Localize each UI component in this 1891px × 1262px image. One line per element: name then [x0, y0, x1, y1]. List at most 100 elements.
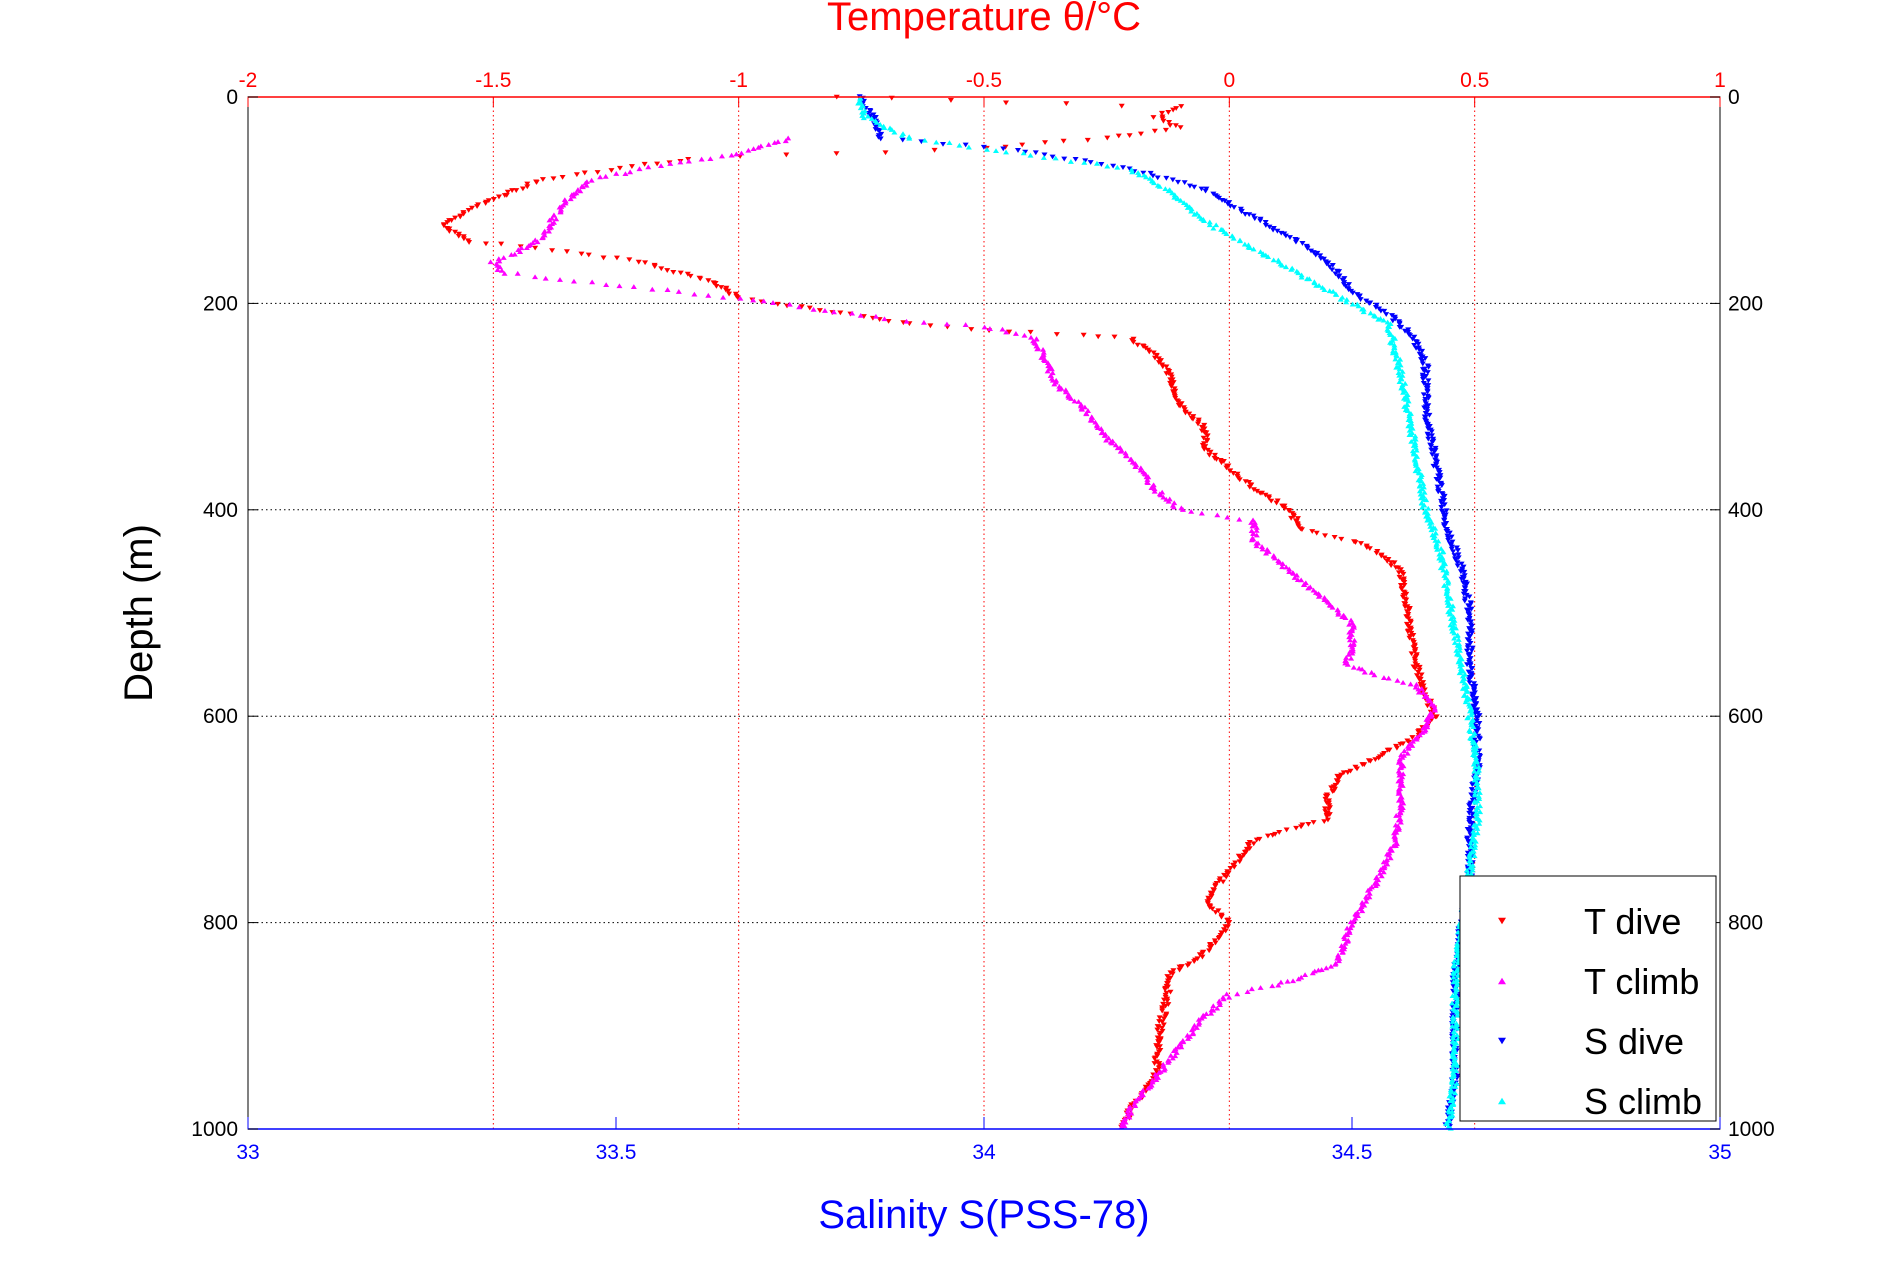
- data-point: [1349, 290, 1356, 296]
- data-point: [1230, 235, 1237, 241]
- data-point: [903, 318, 910, 324]
- data-point: [1450, 1032, 1457, 1038]
- data-point: [1455, 637, 1462, 642]
- data-point: [1380, 675, 1387, 680]
- data-point: [577, 188, 584, 194]
- data-point: [1360, 306, 1367, 312]
- data-point: [1419, 361, 1426, 367]
- data-point: [1412, 684, 1419, 690]
- data-point: [1409, 735, 1416, 740]
- data-point: [1428, 447, 1435, 453]
- data-point: [1339, 614, 1346, 620]
- data-point: [1329, 604, 1336, 610]
- data-point: [1464, 715, 1471, 721]
- data-point: [1222, 928, 1229, 934]
- data-point: [1335, 958, 1342, 964]
- data-point: [1397, 776, 1404, 781]
- data-point: [1425, 378, 1432, 384]
- data-point: [962, 142, 969, 148]
- data-point: [1115, 133, 1122, 139]
- data-point: [1435, 489, 1442, 495]
- data-point: [1329, 263, 1336, 268]
- data-point: [1450, 979, 1457, 985]
- data-point: [1191, 1022, 1198, 1028]
- data-point: [1176, 967, 1183, 973]
- data-point: [1446, 1093, 1453, 1099]
- data-point: [1462, 586, 1469, 592]
- data-point: [570, 278, 577, 284]
- data-point: [1155, 1070, 1162, 1075]
- data-point: [1408, 651, 1415, 657]
- legend-box: [1459, 875, 1717, 1122]
- data-point: [1469, 645, 1476, 651]
- data-point: [1098, 426, 1105, 431]
- data-point: [1122, 1119, 1129, 1125]
- data-point: [557, 209, 564, 215]
- data-point: [658, 163, 665, 169]
- data-point: [1409, 336, 1416, 342]
- data-point: [1404, 402, 1411, 407]
- data-point: [1171, 192, 1178, 198]
- data-point: [1331, 534, 1338, 540]
- data-point: [1062, 389, 1069, 395]
- data-point: [864, 113, 871, 119]
- data-point: [1396, 574, 1403, 580]
- data-point: [726, 291, 733, 297]
- data-point: [1419, 358, 1426, 364]
- data-point: [651, 264, 658, 270]
- data-point: [999, 326, 1006, 332]
- data-point: [1172, 123, 1179, 129]
- data-point: [940, 141, 947, 147]
- x-axis-label: Salinity S(PSS-78): [818, 1193, 1149, 1237]
- data-point: [1315, 967, 1322, 973]
- data-point: [496, 258, 503, 264]
- data-point: [1253, 527, 1260, 533]
- legend-label: S climb: [1584, 1081, 1702, 1122]
- data-point: [1038, 355, 1045, 360]
- data-point: [1454, 948, 1461, 954]
- data-point: [1098, 430, 1105, 436]
- data-point: [1473, 702, 1480, 708]
- data-point: [1425, 436, 1432, 442]
- data-point: [1184, 1036, 1191, 1041]
- data-point: [1449, 1066, 1456, 1072]
- data-point: [1051, 381, 1058, 387]
- data-point: [760, 298, 767, 304]
- data-point: [675, 289, 682, 294]
- data-point: [1250, 531, 1257, 536]
- data-point: [1225, 921, 1232, 927]
- data-point: [1424, 389, 1431, 395]
- data-point: [1072, 156, 1079, 162]
- data-point: [1156, 183, 1163, 189]
- data-point: [1227, 865, 1234, 871]
- data-point: [1450, 974, 1457, 980]
- data-point: [1206, 905, 1213, 910]
- data-point: [1428, 711, 1435, 717]
- data-point: [1304, 246, 1311, 251]
- data-point: [872, 313, 879, 319]
- data-point: [1394, 360, 1401, 366]
- data-point: [1172, 395, 1179, 401]
- data-point: [738, 150, 745, 156]
- data-point: [1366, 546, 1373, 552]
- data-point: [921, 137, 928, 143]
- data-point: [1454, 965, 1461, 971]
- data-point: [1167, 123, 1174, 128]
- data-point: [1246, 484, 1253, 490]
- data-point: [523, 245, 530, 251]
- data-point: [1441, 583, 1448, 588]
- data-point: [1301, 582, 1308, 588]
- data-point: [1395, 570, 1402, 576]
- data-point: [1348, 655, 1355, 661]
- data-point: [1424, 719, 1431, 724]
- data-point: [900, 320, 907, 326]
- data-point: [1474, 830, 1481, 836]
- data-point: [1246, 212, 1253, 218]
- data-point: [1328, 785, 1335, 791]
- data-point: [1433, 544, 1440, 550]
- data-point: [1224, 514, 1231, 520]
- data-point: [1262, 492, 1269, 498]
- data-point: [1040, 349, 1047, 355]
- data-point: [1428, 429, 1435, 435]
- data-point: [750, 297, 757, 303]
